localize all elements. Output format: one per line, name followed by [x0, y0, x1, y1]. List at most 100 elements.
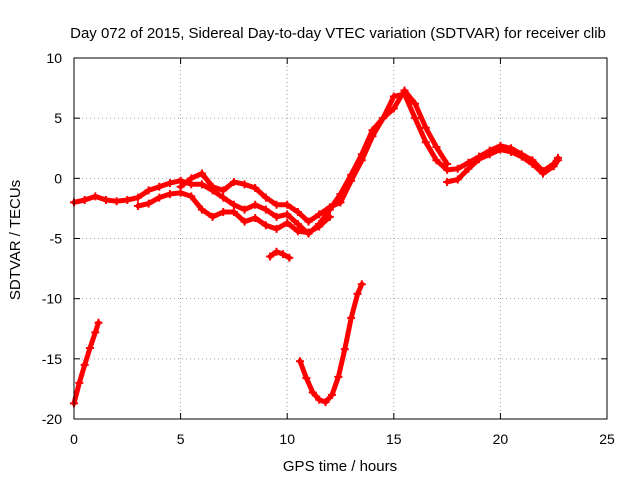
data-point [389, 92, 398, 101]
data-point [85, 344, 94, 353]
data-point [155, 193, 164, 202]
data-point [379, 114, 388, 123]
data-point [368, 132, 377, 141]
data-point [266, 252, 275, 261]
x-tick-label: 20 [493, 431, 509, 447]
series-midday-dip-arc [295, 280, 366, 407]
data-point [347, 176, 356, 185]
data-point [432, 156, 441, 165]
x-tick-label: 15 [386, 431, 402, 447]
data-point [261, 193, 270, 202]
data-point [334, 372, 343, 381]
data-point [91, 192, 100, 201]
data-series [70, 86, 562, 408]
data-point [229, 200, 238, 209]
x-tick-label: 5 [177, 431, 185, 447]
data-point [187, 192, 196, 201]
x-tick-label: 25 [599, 431, 615, 447]
series-lower-band [133, 188, 334, 237]
data-point [80, 195, 89, 204]
data-point [272, 224, 281, 233]
data-point [400, 86, 409, 95]
data-point [272, 212, 281, 221]
data-point [553, 156, 562, 165]
data-point [293, 208, 302, 217]
x-axis-title: GPS time / hours [283, 458, 397, 475]
y-tick-label: -10 [42, 291, 62, 307]
data-point [283, 200, 292, 209]
data-point [304, 217, 313, 226]
data-point [302, 374, 311, 383]
data-point [91, 328, 100, 337]
data-point [347, 313, 356, 322]
data-point [272, 247, 281, 256]
data-point [453, 164, 462, 173]
data-point [208, 182, 217, 191]
data-point [304, 228, 313, 237]
data-point [308, 388, 317, 397]
y-tick-label: 0 [54, 170, 62, 186]
data-point [496, 145, 505, 154]
chart-title: Day 072 of 2015, Sidereal Day-to-day VTE… [70, 25, 606, 42]
data-point [165, 189, 174, 198]
y-tick-label: -15 [42, 351, 62, 367]
data-point [325, 212, 334, 221]
data-point [283, 210, 292, 219]
data-point [321, 398, 330, 407]
grid [74, 58, 607, 419]
data-point [327, 390, 336, 399]
data-point [94, 318, 103, 327]
data-point [219, 208, 228, 217]
series-line [71, 91, 561, 237]
data-point [443, 177, 452, 186]
data-point [283, 218, 292, 227]
data-point [261, 221, 270, 230]
data-point [539, 169, 548, 178]
data-point [357, 156, 366, 165]
data-point [528, 159, 537, 168]
x-tick-label: 10 [279, 431, 295, 447]
data-point [315, 210, 324, 219]
data-point [133, 202, 142, 211]
data-point [112, 197, 121, 206]
axis-ticks: 0 5 10 15 20 25 -20 -15 -10 -5 0 5 10 [42, 50, 615, 447]
data-point [432, 143, 441, 152]
data-point [219, 186, 228, 195]
series-upper-band [176, 86, 452, 226]
data-point [411, 114, 420, 123]
data-point [549, 162, 558, 171]
data-point [357, 280, 366, 289]
data-point [187, 174, 196, 183]
series-late-track [443, 145, 562, 186]
y-tick-label: -5 [50, 231, 63, 247]
data-point [80, 360, 89, 369]
data-point [240, 205, 249, 214]
data-point [278, 250, 287, 259]
data-point [251, 214, 260, 223]
data-point [421, 138, 430, 147]
data-point [197, 169, 206, 178]
data-point [208, 212, 217, 221]
data-point [197, 180, 206, 189]
y-tick-label: 10 [46, 50, 62, 66]
data-point [295, 357, 304, 366]
data-point [240, 180, 249, 189]
data-point [197, 205, 206, 214]
data-point [353, 289, 362, 298]
data-point [293, 227, 302, 236]
y-tick-label: -20 [42, 411, 62, 427]
data-point [75, 378, 84, 387]
data-point [261, 205, 270, 214]
data-point [315, 222, 324, 231]
data-point [340, 345, 349, 354]
x-tick-label: 0 [70, 431, 78, 447]
data-point [272, 200, 281, 209]
data-point [144, 186, 153, 195]
data-point [336, 198, 345, 207]
series-early-drop-arc [70, 318, 103, 408]
data-point [285, 253, 294, 262]
data-point [240, 217, 249, 226]
data-point [229, 177, 238, 186]
series-line [267, 249, 292, 261]
data-point [453, 175, 462, 184]
